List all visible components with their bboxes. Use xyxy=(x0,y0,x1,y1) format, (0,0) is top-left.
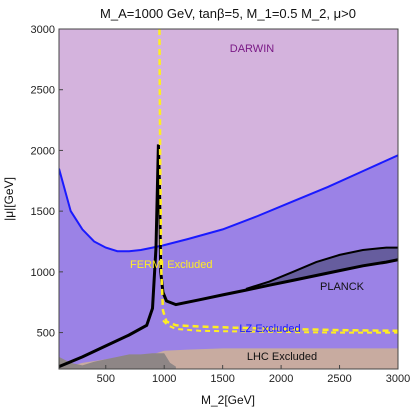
darwin-boundary-line xyxy=(59,154,398,253)
y-tick-label: 500 xyxy=(37,328,55,340)
plot-area xyxy=(59,29,398,369)
planck-region xyxy=(246,247,398,291)
y-tick-label: 1000 xyxy=(31,267,55,279)
lz-region xyxy=(59,155,398,369)
x-tick-label: 1500 xyxy=(210,373,234,385)
fermi-line xyxy=(158,29,398,333)
x-tick-label: 3000 xyxy=(386,373,410,385)
plot-frame xyxy=(58,28,399,370)
lhc-dark-region xyxy=(59,353,176,369)
fermi-label: FERMI Excluded xyxy=(130,259,213,271)
y-tick-label: 1500 xyxy=(31,206,55,218)
x-tick-label: 2000 xyxy=(269,373,293,385)
x-tick-label: 1000 xyxy=(152,373,176,385)
lz-label: LZ Excluded xyxy=(239,323,300,335)
y-tick-label: 2500 xyxy=(31,85,55,97)
lhc-label: LHC Excluded xyxy=(247,351,317,363)
planck-line xyxy=(59,144,398,368)
y-axis-label: |μ|[GeV] xyxy=(2,177,16,221)
planck-label: PLANCK xyxy=(320,281,365,293)
y-axis: 500 1000 1500 2000 2500 3000 xyxy=(31,24,63,340)
x-axis: 500 1000 1500 2000 2500 3000 xyxy=(97,365,410,385)
chart-title: M_A=1000 GeV, tanβ=5, M_1=0.5 M_2, μ>0 xyxy=(100,6,356,21)
lz-line xyxy=(162,319,398,334)
darwin-label: DARWIN xyxy=(230,43,274,55)
x-tick-label: 2500 xyxy=(327,373,351,385)
y-tick-label: 3000 xyxy=(31,24,55,36)
x-tick-label: 500 xyxy=(97,373,115,385)
planck-upper-line xyxy=(245,246,398,290)
y-tick-label: 2000 xyxy=(31,145,55,157)
x-axis-label: M_2[GeV] xyxy=(201,393,255,407)
